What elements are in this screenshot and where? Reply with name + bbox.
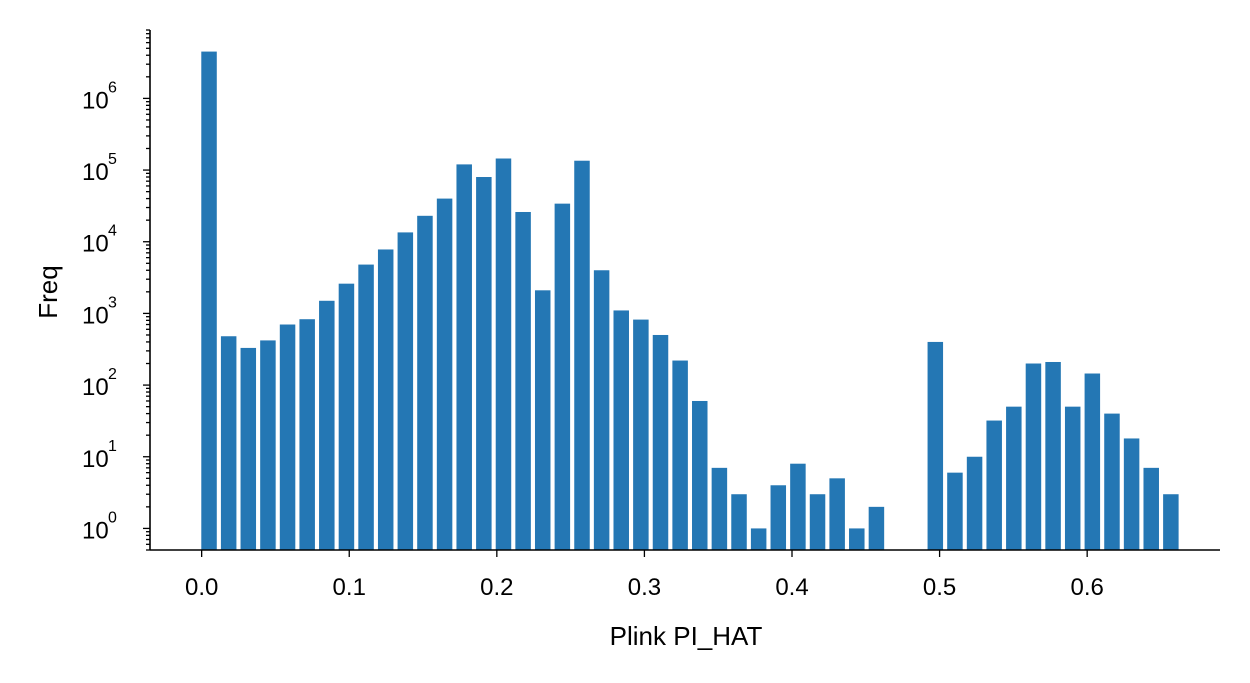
bar: [672, 360, 688, 550]
y-tick-exponent: 0: [108, 509, 117, 526]
y-tick-exponent: 4: [108, 223, 117, 240]
bar: [829, 478, 845, 550]
bar: [515, 211, 531, 551]
bar: [692, 400, 708, 550]
y-tick-label: 10: [82, 302, 109, 329]
bar: [633, 319, 649, 550]
bar: [260, 340, 276, 550]
y-tick-label: 10: [82, 446, 109, 473]
bar: [947, 472, 963, 550]
y-tick-exponent: 1: [108, 438, 117, 455]
x-axis-title: Plink PI_HAT: [610, 621, 763, 651]
bar: [1123, 438, 1140, 550]
bars: [201, 51, 1179, 551]
bar: [593, 270, 610, 550]
bar: [476, 177, 492, 550]
bar: [495, 158, 512, 550]
bar: [338, 283, 355, 550]
bar: [986, 420, 1002, 550]
bar: [1006, 406, 1022, 550]
bar: [417, 215, 433, 550]
bar: [279, 324, 296, 550]
bar: [1064, 406, 1081, 550]
x-tick-label: 0.4: [775, 574, 808, 601]
bar: [554, 203, 571, 550]
bar: [456, 164, 472, 550]
bar: [750, 528, 767, 550]
bar: [613, 310, 629, 550]
y-tick-exponent: 2: [108, 366, 117, 383]
bar: [1163, 494, 1179, 550]
bar: [809, 494, 826, 550]
bar: [731, 494, 747, 550]
bar: [319, 300, 335, 550]
x-tick-label: 0.0: [185, 574, 218, 601]
bar: [652, 334, 669, 550]
bar: [711, 467, 728, 550]
bar: [1104, 413, 1120, 550]
bar: [927, 341, 944, 550]
y-tick-label: 10: [82, 87, 109, 114]
bar: [220, 336, 237, 550]
bar: [201, 51, 217, 550]
y-tick-exponent: 3: [108, 294, 117, 311]
bar: [770, 485, 787, 550]
x-tick-label: 0.6: [1070, 574, 1103, 601]
bar: [1143, 467, 1159, 550]
bar: [299, 319, 315, 550]
x-tick-label: 0.3: [628, 574, 661, 601]
bar: [240, 347, 257, 550]
bar: [966, 456, 983, 550]
y-tick-label: 10: [82, 159, 109, 186]
bar: [1025, 363, 1042, 550]
bar: [790, 463, 806, 550]
bar: [377, 249, 394, 550]
bar: [1045, 361, 1061, 550]
bar: [534, 290, 551, 550]
y-tick-label: 10: [82, 374, 109, 401]
y-axis-title: Freq: [33, 265, 63, 318]
bar: [849, 528, 865, 550]
y-tick-label: 10: [82, 517, 109, 544]
y-tick-exponent: 6: [108, 79, 117, 96]
x-tick-label: 0.1: [333, 574, 366, 601]
bar: [574, 160, 590, 550]
bar: [358, 264, 374, 550]
bar: [868, 506, 885, 550]
x-tick-label: 0.5: [923, 574, 956, 601]
bar: [1084, 373, 1101, 550]
x-ticks: 0.0 0.1 0.2 0.3 0.4 0.5 0.6: [185, 550, 1104, 601]
bar: [397, 232, 414, 550]
y-tick-label: 10: [82, 231, 109, 258]
x-tick-label: 0.2: [480, 574, 513, 601]
y-tick-exponent: 5: [108, 151, 117, 168]
bar: [436, 198, 453, 550]
